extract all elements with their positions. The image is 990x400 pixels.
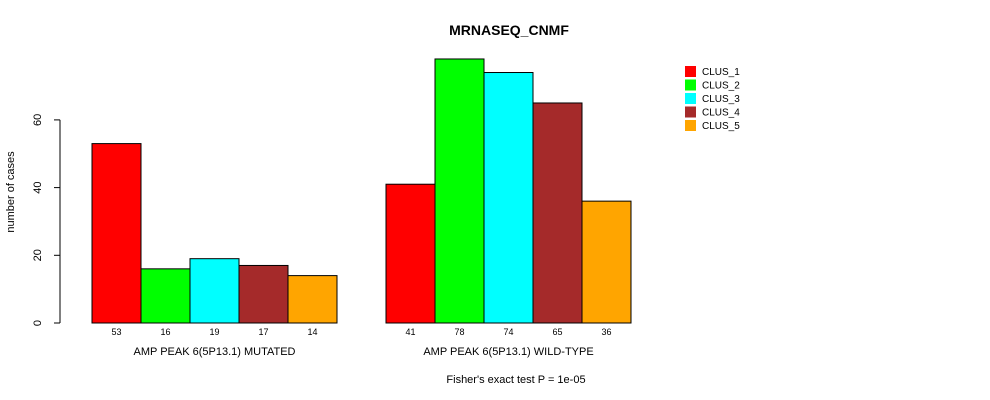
bar-clus_4-group-2: [532, 102, 583, 324]
bar-clus_1-group-1: [91, 143, 142, 324]
count-label: 74: [503, 327, 513, 337]
bar-clus_3-group-1: [189, 258, 240, 324]
bar-clus_3-group-2: [483, 72, 534, 324]
legend-label: CLUS_2: [702, 81, 740, 92]
legend-label: CLUS_4: [702, 108, 740, 119]
count-label: 65: [552, 327, 562, 337]
count-label: 36: [601, 327, 611, 337]
count-label: 16: [160, 327, 170, 337]
count-label: 19: [209, 327, 219, 337]
count-label: 14: [307, 327, 317, 337]
y-tick-label: 40: [32, 181, 44, 193]
y-tick-label: 0: [32, 320, 44, 326]
group-label: AMP PEAK 6(5P13.1) WILD-TYPE: [423, 346, 593, 358]
y-axis-label: number of cases: [5, 151, 17, 233]
legend: CLUS_1 CLUS_2 CLUS_3 CLUS_4 CLUS_5: [685, 66, 740, 132]
bar-clus_5-group-1: [287, 275, 338, 324]
legend-label: CLUS_3: [702, 94, 740, 105]
legend-label: CLUS_5: [702, 121, 740, 132]
bar-clus_5-group-2: [581, 200, 632, 324]
count-label: 78: [454, 327, 464, 337]
legend-swatch-clus_1: [685, 66, 696, 77]
bar-clus_2-group-2: [434, 58, 485, 324]
legend-swatch-clus_2: [685, 79, 696, 91]
chart-title: MRNASEQ_CNMF: [449, 22, 569, 38]
y-tick-label: 60: [32, 114, 44, 126]
y-tick-label: 20: [32, 249, 44, 261]
bar-clus_2-group-1: [140, 268, 191, 324]
bar-clus_4-group-1: [238, 264, 289, 324]
count-label: 17: [258, 327, 268, 337]
plot-area: 0 20 40 60 53 16 19 17 14 AMP PEAK 6(5P13.1) MUTA…: [32, 58, 632, 358]
count-label: 53: [111, 327, 121, 337]
legend-swatch-clus_4: [685, 106, 696, 118]
legend-label: CLUS_1: [702, 67, 740, 78]
fisher-test-note: Fisher's exact test P = 1e-05: [446, 374, 585, 386]
count-label: 41: [405, 327, 415, 337]
legend-swatch-clus_3: [685, 93, 696, 104]
legend-swatch-clus_5: [685, 120, 696, 131]
group-label: AMP PEAK 6(5P13.1) MUTATED: [134, 346, 296, 358]
bar-clus_1-group-2: [385, 183, 436, 324]
